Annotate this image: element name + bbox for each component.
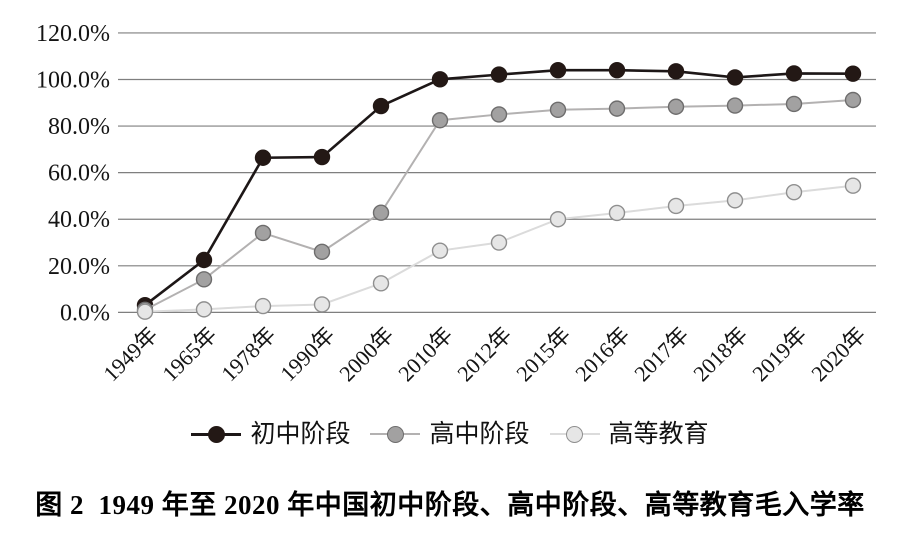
data-point — [726, 192, 744, 209]
data-point — [667, 98, 685, 115]
data-point — [608, 204, 626, 222]
chart-legend: 初中阶段 高中阶段 高等教育 — [0, 422, 900, 447]
data-point — [549, 101, 567, 118]
legend-marker-junior-middle-icon — [191, 426, 242, 444]
data-point — [844, 65, 862, 82]
data-point — [431, 242, 449, 259]
data-point — [372, 275, 390, 292]
y-axis-tick-label: 120.0% — [36, 21, 110, 47]
data-point — [490, 234, 508, 251]
x-axis-tick-label: 2018年 — [688, 322, 752, 386]
data-point — [431, 112, 449, 129]
data-point — [726, 97, 744, 114]
legend-marker-senior-high-icon — [370, 426, 421, 444]
x-axis-tick-label: 2020年 — [806, 322, 870, 386]
y-axis-tick-label: 0.0% — [60, 300, 110, 326]
data-point — [313, 243, 331, 261]
legend-dot-icon — [207, 426, 225, 443]
data-point — [490, 66, 508, 83]
legend-item-junior-middle: 初中阶段 — [191, 422, 350, 447]
data-point — [549, 211, 567, 228]
y-axis-tick-label: 80.0% — [48, 114, 110, 140]
x-axis-tick-label: 1978年 — [216, 322, 280, 386]
y-axis-tick-label: 40.0% — [48, 207, 110, 233]
data-point — [254, 149, 272, 166]
data-point — [313, 148, 331, 166]
legend-dot-icon — [386, 426, 404, 443]
x-axis-tick-label: 2015年 — [511, 322, 575, 386]
data-point — [490, 106, 508, 123]
x-axis-tick-label: 2019年 — [747, 322, 811, 386]
data-point — [431, 71, 449, 88]
figure-caption: 图 2 1949 年至 2020 年中国初中阶段、高中阶段、高等教育毛入学率 — [35, 490, 865, 520]
legend-label-higher-education: 高等教育 — [608, 421, 709, 448]
data-point — [667, 63, 685, 80]
data-point — [844, 91, 862, 109]
data-point — [785, 95, 803, 113]
legend-marker-higher-education-icon — [549, 426, 600, 444]
data-point — [195, 301, 213, 318]
x-axis-tick-label: 2012年 — [452, 322, 516, 386]
data-point — [785, 184, 803, 201]
data-point — [726, 69, 744, 86]
data-point — [372, 97, 390, 115]
x-axis-tick-label: 1965年 — [157, 322, 221, 386]
x-axis-tick-label: 2000年 — [334, 322, 398, 386]
data-point — [549, 61, 567, 79]
legend-dot-icon — [566, 426, 583, 443]
data-point — [195, 251, 213, 269]
data-point — [254, 297, 272, 315]
x-axis-tick-label: 2010年 — [393, 322, 457, 386]
data-point — [844, 177, 862, 194]
data-point — [608, 61, 626, 79]
y-axis-tick-label: 20.0% — [48, 254, 110, 280]
series-line-1 — [144, 98, 854, 311]
data-point — [254, 224, 272, 242]
line-chart-svg: 0.0% 20.0% 40.0% 60.0% 80.0% 100.0% 120.0% 1949… — [36, 21, 876, 386]
x-axis-tick-label: 2017年 — [629, 322, 693, 386]
data-point — [372, 204, 390, 221]
legend-item-senior-high: 高中阶段 — [370, 421, 530, 448]
y-axis-tick-label: 100.0% — [36, 68, 110, 94]
x-axis-tick-label: 1990年 — [275, 322, 339, 386]
legend-label-junior-middle: 初中阶段 — [250, 421, 351, 448]
data-point — [785, 65, 803, 82]
data-point — [195, 271, 213, 288]
data-point — [667, 197, 685, 215]
data-point — [136, 303, 154, 320]
data-point — [608, 100, 626, 117]
legend-label-senior-high: 高中阶段 — [429, 421, 530, 448]
legend-item-higher-education: 高等教育 — [549, 421, 709, 448]
x-axis-tick-label: 2016年 — [570, 322, 634, 386]
y-axis-tick-label: 60.0% — [48, 161, 110, 187]
data-point — [313, 296, 331, 313]
x-axis-tick-label: 1949年 — [98, 322, 162, 386]
